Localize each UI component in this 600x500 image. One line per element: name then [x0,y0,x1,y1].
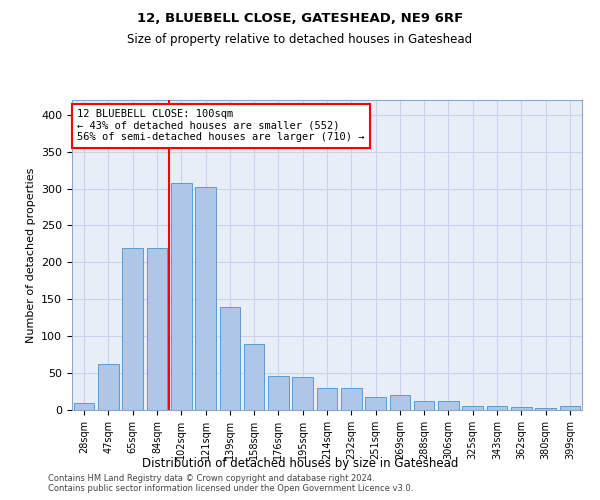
Bar [195,187,216,410]
Bar [220,306,240,410]
Text: Distribution of detached houses by size in Gateshead: Distribution of detached houses by size … [142,458,458,470]
Bar [98,364,119,410]
Bar [463,406,483,410]
Bar [365,396,386,410]
Text: Contains HM Land Registry data © Crown copyright and database right 2024.: Contains HM Land Registry data © Crown c… [48,474,374,483]
Bar [292,377,313,410]
Bar [511,407,532,410]
Y-axis label: Number of detached properties: Number of detached properties [26,168,35,342]
Text: Size of property relative to detached houses in Gateshead: Size of property relative to detached ho… [127,32,473,46]
Bar [268,376,289,410]
Bar [341,388,362,410]
Text: 12 BLUEBELL CLOSE: 100sqm
← 43% of detached houses are smaller (552)
56% of semi: 12 BLUEBELL CLOSE: 100sqm ← 43% of detac… [77,110,365,142]
Bar [438,401,459,410]
Bar [171,184,191,410]
Bar [560,406,580,410]
Bar [414,401,434,410]
Text: 12, BLUEBELL CLOSE, GATESHEAD, NE9 6RF: 12, BLUEBELL CLOSE, GATESHEAD, NE9 6RF [137,12,463,26]
Text: Contains public sector information licensed under the Open Government Licence v3: Contains public sector information licen… [48,484,413,493]
Bar [122,248,143,410]
Bar [74,402,94,410]
Bar [317,388,337,410]
Bar [244,344,265,410]
Bar [389,395,410,410]
Bar [146,248,167,410]
Bar [535,408,556,410]
Bar [487,406,508,410]
